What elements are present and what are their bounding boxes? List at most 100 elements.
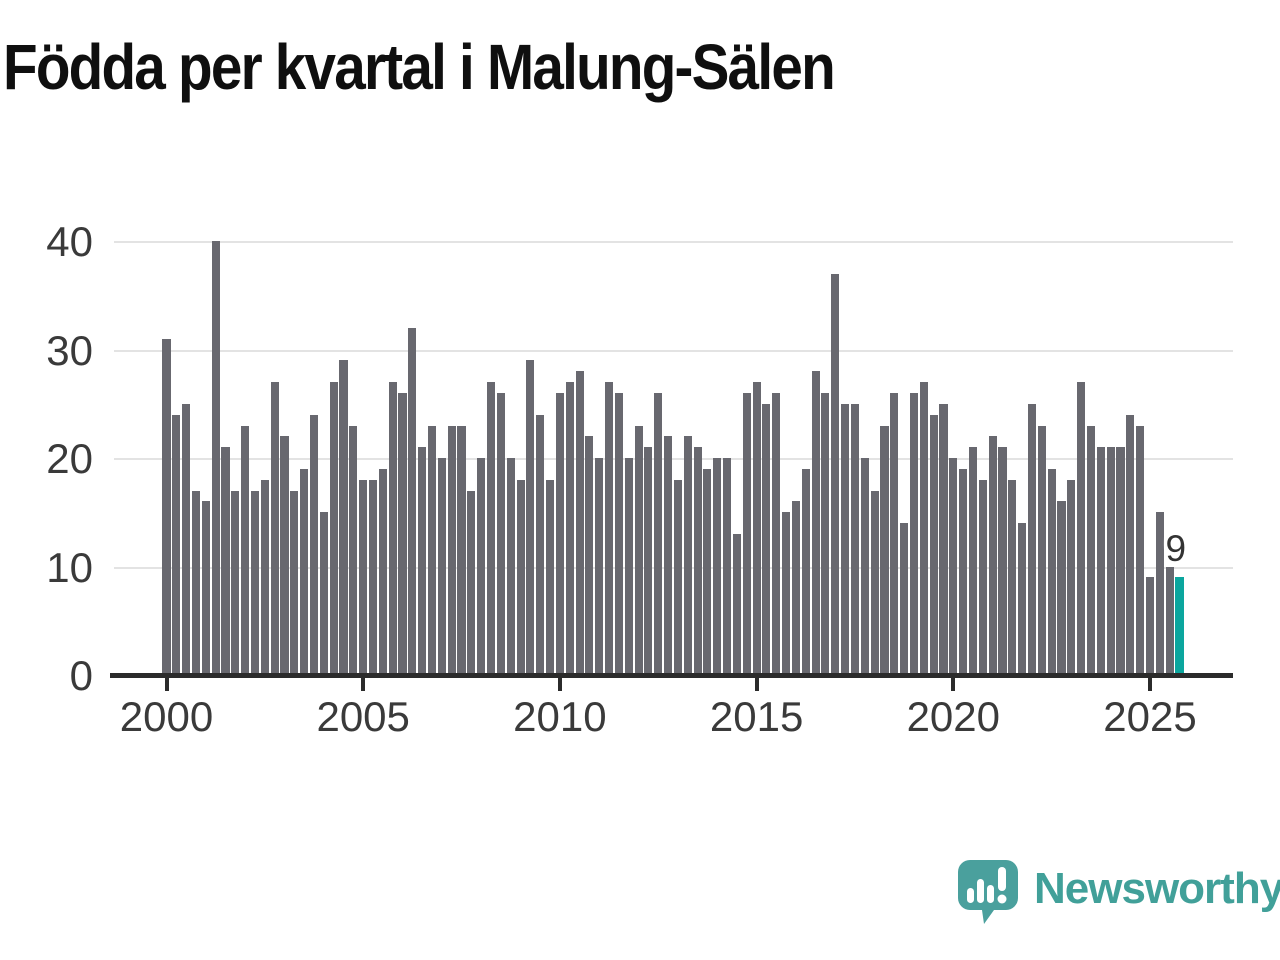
bar xyxy=(260,479,269,675)
bar xyxy=(408,327,417,675)
x-axis-label: 2020 xyxy=(906,693,1001,740)
bar xyxy=(585,436,594,675)
bar xyxy=(575,371,584,675)
newsworthy-logo: Newsworthy xyxy=(956,858,1280,926)
bar xyxy=(1057,501,1066,675)
bar xyxy=(841,403,850,676)
bar xyxy=(300,468,309,676)
x-axis-label: 2025 xyxy=(1103,693,1197,740)
bar xyxy=(546,479,555,675)
bar xyxy=(398,392,407,675)
bar xyxy=(1047,468,1056,676)
bar xyxy=(949,458,958,675)
bar xyxy=(850,403,860,676)
bar xyxy=(880,425,889,675)
bar xyxy=(496,392,505,675)
bar xyxy=(929,414,938,675)
x-axis-tick xyxy=(1148,678,1152,691)
bar xyxy=(1145,577,1155,675)
bar xyxy=(988,436,997,675)
bar xyxy=(447,425,456,675)
bar xyxy=(280,436,289,675)
bar xyxy=(241,425,250,675)
bar xyxy=(1136,425,1145,675)
bar xyxy=(654,392,663,675)
x-axis-label: 2005 xyxy=(316,693,410,740)
bar xyxy=(732,534,741,675)
bar xyxy=(791,501,800,675)
bar xyxy=(762,403,771,676)
bar xyxy=(467,490,476,675)
bar xyxy=(270,382,279,675)
bar xyxy=(487,382,496,675)
bar xyxy=(890,392,899,675)
x-axis-tick xyxy=(951,678,956,691)
y-axis-label: 20 xyxy=(46,435,93,482)
bar xyxy=(1175,577,1184,675)
bar xyxy=(1165,566,1174,675)
bar xyxy=(723,458,732,675)
bar xyxy=(919,382,928,675)
y-axis-label: 40 xyxy=(46,218,93,265)
bar xyxy=(182,403,191,676)
bar xyxy=(565,382,574,675)
x-axis-label: 2000 xyxy=(119,693,214,740)
bar xyxy=(595,458,604,675)
bar xyxy=(211,241,220,675)
bar xyxy=(1106,447,1115,675)
bar xyxy=(427,425,437,675)
bar xyxy=(683,436,692,675)
gridline-y-20 xyxy=(114,458,1233,460)
bar xyxy=(191,490,201,675)
gridline-y-10 xyxy=(114,566,1233,569)
bar xyxy=(201,501,210,675)
bar xyxy=(801,468,810,676)
bar xyxy=(772,392,781,675)
bar xyxy=(1067,479,1076,675)
x-axis-tick xyxy=(754,678,759,691)
bar xyxy=(388,382,397,675)
bar xyxy=(1126,414,1135,675)
bar xyxy=(713,458,722,675)
latest-value-annotation: 9 xyxy=(1165,528,1187,570)
bar xyxy=(703,468,712,676)
bar xyxy=(614,392,623,675)
bar xyxy=(782,512,791,676)
bar xyxy=(634,425,643,675)
bar xyxy=(664,436,673,675)
bar xyxy=(1008,479,1017,675)
bar xyxy=(339,360,348,675)
bar xyxy=(939,403,948,676)
bar xyxy=(368,479,378,675)
bar xyxy=(506,458,515,675)
bar xyxy=(978,479,987,675)
bar xyxy=(437,458,446,675)
bar xyxy=(870,490,879,675)
bar xyxy=(831,273,840,675)
bar xyxy=(673,479,682,675)
bar xyxy=(1155,512,1164,676)
bar xyxy=(959,468,968,676)
bar xyxy=(752,382,761,675)
bar xyxy=(1018,523,1027,675)
bar xyxy=(998,447,1007,675)
bar xyxy=(516,479,525,675)
bar xyxy=(1086,425,1096,675)
bar xyxy=(644,447,653,675)
bar xyxy=(378,468,387,676)
bar xyxy=(536,414,545,675)
newsworthy-wordmark: Newsworthy xyxy=(1034,864,1280,913)
bar xyxy=(900,523,909,675)
chart-title: Födda per kvartal i Malung-Sälen xyxy=(3,31,836,103)
bar xyxy=(250,490,260,675)
bar xyxy=(231,490,240,675)
bar xyxy=(418,447,427,675)
bar xyxy=(329,382,338,675)
bar xyxy=(693,447,702,675)
x-axis-line xyxy=(110,673,1233,678)
bar xyxy=(162,338,171,675)
gridline-y-30 xyxy=(114,349,1233,352)
bar xyxy=(309,414,319,675)
x-axis-label: 2015 xyxy=(709,693,804,740)
bar xyxy=(221,447,230,675)
